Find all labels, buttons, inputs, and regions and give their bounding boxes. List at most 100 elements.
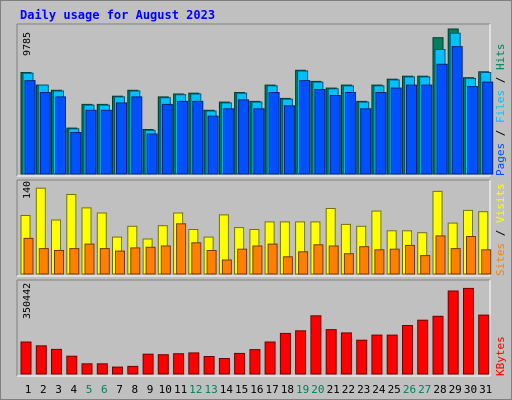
bar-hits-files-pages-pages-day-17 — [268, 92, 280, 175]
panel-hits-files-pages — [16, 23, 494, 177]
bar-kbytes-kbytes-day-20 — [310, 315, 322, 375]
bar-kbytes-kbytes-day-1 — [20, 341, 32, 375]
bar-visits-sites-sites-day-25 — [389, 248, 400, 275]
bar-visits-sites-sites-day-26 — [405, 244, 415, 275]
x-tick-label-day-4: 4 — [70, 383, 77, 396]
bar-visits-sites-sites-day-2 — [38, 248, 49, 275]
bar-kbytes-kbytes-day-2 — [35, 345, 47, 375]
bar-hits-files-pages-pages-day-8 — [131, 96, 143, 175]
bar-visits-sites-sites-day-23 — [359, 246, 370, 275]
legend-sites: Sites — [494, 243, 507, 276]
bar-hits-files-pages-pages-day-26 — [406, 84, 417, 175]
legend-separator: / — [494, 223, 507, 243]
legend-visits: Visits — [494, 183, 507, 223]
x-tick-label-day-1: 1 — [25, 383, 32, 396]
bar-hits-files-pages-pages-day-27 — [421, 84, 433, 175]
bar-kbytes-kbytes-day-7 — [112, 366, 123, 375]
bar-kbytes-kbytes-day-28 — [432, 315, 444, 375]
bar-hits-files-pages-pages-day-18 — [283, 105, 295, 175]
panel-kbytes — [16, 279, 491, 377]
bar-kbytes-kbytes-day-10 — [157, 354, 169, 375]
bar-hits-files-pages-pages-day-7 — [116, 102, 127, 175]
bar-hits-files-pages-pages-day-11 — [177, 100, 189, 175]
bar-hits-files-pages-pages-day-24 — [375, 92, 387, 175]
bar-kbytes-kbytes-day-11 — [173, 353, 185, 375]
bar-kbytes-kbytes-day-25 — [386, 334, 398, 375]
bar-hits-files-pages-pages-day-20 — [314, 89, 326, 175]
bar-hits-files-pages-pages-day-23 — [360, 108, 372, 175]
right-label-hits-files-pages: Pages / Files / Hits — [494, 44, 507, 177]
x-tick-label-day-31: 31 — [479, 383, 492, 396]
bar-kbytes-kbytes-day-14 — [218, 358, 230, 375]
bar-kbytes-kbytes-day-30 — [463, 287, 474, 375]
x-tick-label-day-16: 16 — [250, 383, 263, 396]
y-max-label-kbytes: 350442 — [22, 283, 33, 319]
x-tick-label-day-5: 5 — [86, 383, 93, 396]
y-axis-labels: 9785 140 350442 — [22, 32, 33, 319]
bar-kbytes-kbytes-day-22 — [340, 332, 352, 375]
legend-pages: Pages — [494, 143, 507, 176]
x-tick-label-day-18: 18 — [281, 383, 294, 396]
bar-kbytes-kbytes-day-19 — [295, 330, 307, 375]
bar-kbytes-kbytes-day-17 — [264, 341, 276, 375]
bar-visits-sites-sites-day-4 — [69, 248, 80, 275]
x-tick-label-day-30: 30 — [464, 383, 477, 396]
bar-visits-sites-sites-day-14 — [221, 259, 232, 275]
legend-hits: Hits — [494, 44, 507, 71]
legend-separator: / — [494, 70, 507, 90]
bar-visits-sites-sites-day-5 — [84, 243, 95, 275]
panel-visits-sites — [16, 179, 492, 277]
bar-visits-sites-sites-day-3 — [54, 250, 64, 275]
x-tick-label-day-7: 7 — [116, 383, 123, 396]
x-tick-label-day-2: 2 — [40, 383, 47, 396]
bar-hits-files-pages-pages-day-21 — [329, 95, 341, 175]
x-tick-label-day-29: 29 — [449, 383, 462, 396]
bar-hits-files-pages-pages-day-9 — [146, 133, 158, 175]
bar-visits-sites-sites-day-10 — [160, 245, 171, 275]
x-tick-label-day-15: 15 — [235, 383, 248, 396]
bar-visits-sites-sites-day-28 — [435, 235, 446, 275]
bar-hits-files-pages-pages-day-31 — [482, 81, 494, 175]
bar-visits-sites-sites-day-15 — [237, 248, 248, 275]
bar-hits-files-pages-pages-day-22 — [344, 92, 356, 175]
bar-visits-sites-sites-day-31 — [481, 249, 492, 275]
bar-kbytes-kbytes-day-5 — [81, 363, 93, 375]
bar-visits-sites-sites-day-29 — [450, 248, 461, 275]
right-label-visits-sites: Sites / Visits — [494, 183, 507, 276]
bar-kbytes-kbytes-day-8 — [127, 365, 139, 375]
bar-hits-files-pages-pages-day-2 — [39, 92, 51, 175]
bar-kbytes-kbytes-day-13 — [203, 356, 215, 375]
x-tick-label-day-17: 17 — [265, 383, 278, 396]
bar-visits-sites-sites-day-1 — [23, 237, 34, 275]
y-max-label-hits: 9785 — [22, 32, 33, 56]
x-tick-label-day-27: 27 — [418, 383, 431, 396]
legend-separator: / — [494, 123, 507, 143]
x-tick-label-day-10: 10 — [159, 383, 172, 396]
bar-hits-files-pages-pages-day-29 — [451, 46, 463, 175]
bar-hits-files-pages-pages-day-13 — [207, 115, 219, 175]
bar-visits-sites-sites-day-13 — [206, 250, 217, 275]
bar-hits-files-pages-pages-day-28 — [436, 63, 448, 175]
bar-visits-sites-sites-day-6 — [99, 248, 110, 275]
bar-visits-sites-sites-day-9 — [145, 246, 156, 275]
bar-hits-files-pages-pages-day-3 — [55, 96, 66, 175]
x-tick-label-day-26: 26 — [403, 383, 416, 396]
bar-hits-files-pages-pages-day-4 — [70, 132, 82, 175]
bar-kbytes-kbytes-day-3 — [51, 348, 62, 375]
bar-hits-files-pages-pages-day-12 — [192, 100, 204, 175]
bar-visits-sites-sites-day-18 — [282, 256, 293, 275]
bar-hits-files-pages-pages-day-25 — [390, 87, 402, 175]
bar-kbytes-kbytes-day-6 — [96, 363, 108, 375]
y-max-label-visits: 140 — [22, 181, 33, 199]
right-legend-labels: Pages / Files / Hits Sites / Visits KBytes — [494, 44, 507, 377]
bar-visits-sites-sites-day-22 — [343, 253, 354, 275]
bar-hits-files-pages-pages-day-15 — [238, 99, 250, 175]
x-tick-label-day-13: 13 — [204, 383, 217, 396]
bar-visits-sites-sites-day-27 — [420, 255, 431, 275]
bar-kbytes-kbytes-day-16 — [249, 349, 261, 375]
bar-hits-files-pages-pages-day-14 — [222, 108, 234, 175]
x-tick-label-day-6: 6 — [101, 383, 108, 396]
x-tick-label-day-25: 25 — [388, 383, 401, 396]
